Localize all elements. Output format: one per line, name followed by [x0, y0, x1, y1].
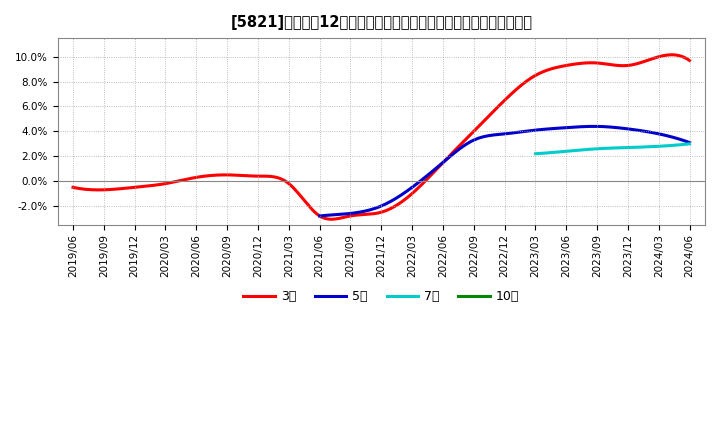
3年 — [685, 58, 694, 63]
Line: 7年: 7年 — [536, 144, 690, 154]
3年 — [71, 185, 79, 191]
7年 — [661, 143, 670, 149]
7年 — [622, 145, 631, 150]
5年 — [536, 127, 544, 132]
Line: 5年: 5年 — [320, 126, 690, 216]
3年 — [68, 185, 77, 190]
7年 — [685, 141, 694, 147]
5年 — [315, 213, 324, 219]
3年 — [436, 163, 444, 168]
Line: 3年: 3年 — [73, 55, 690, 219]
3年 — [448, 150, 456, 155]
5年 — [534, 127, 543, 132]
5年 — [541, 126, 550, 132]
3年 — [438, 161, 446, 166]
5年 — [652, 131, 660, 136]
5年 — [629, 127, 637, 132]
3年 — [629, 62, 638, 67]
5年 — [590, 124, 598, 129]
5年 — [317, 213, 325, 218]
3年 — [667, 52, 675, 57]
7年 — [671, 143, 680, 148]
7年 — [531, 151, 540, 156]
3年 — [590, 60, 599, 66]
7年 — [531, 151, 540, 156]
Title: [5821]　売上高12か月移動合計の対前年同期増減率の平均値の推移: [5821] 売上高12か月移動合計の対前年同期増減率の平均値の推移 — [230, 15, 532, 30]
7年 — [626, 145, 634, 150]
3年 — [326, 216, 335, 222]
5年 — [685, 140, 694, 145]
7年 — [623, 145, 631, 150]
Legend: 3年, 5年, 7年, 10年: 3年, 5年, 7年, 10年 — [238, 285, 524, 308]
